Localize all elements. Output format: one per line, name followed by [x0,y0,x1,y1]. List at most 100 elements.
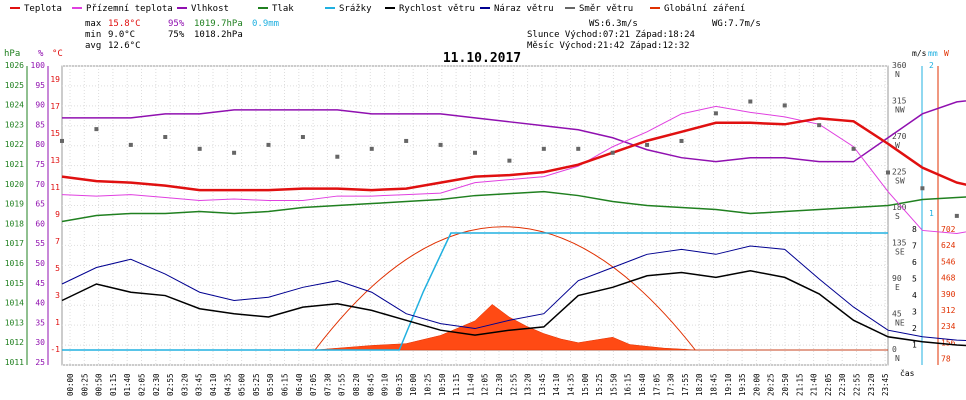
dir-tick: 45 [892,310,902,319]
stats-max-temp: 15.8°C [108,19,141,29]
stats-max-press: 1019.7hPa [194,19,243,29]
hpa-tick: 1025 [5,81,24,90]
dir-tick: 0 [892,345,897,354]
hpa-tick: 1018 [5,219,24,228]
ms-tick: 4 [912,291,917,300]
pct-tick: 65 [35,200,45,209]
right-axes: m/s mm W360N315NW270W225SW180S135SE90E45NE… [892,49,956,365]
legend-label: Náraz větru [494,4,554,14]
time-tick: 20:25 [767,373,776,396]
wind-dir-point [679,138,684,143]
legend-label: Teplota [24,4,62,14]
wind-dir-point [404,138,409,143]
wind-dir-point [128,142,133,147]
ms-tick: 1 [912,341,917,350]
w-tick: 390 [941,290,956,299]
dir-tick: 225 [892,168,907,177]
time-tick: 11:15 [452,373,461,396]
dir-tick: 360 [892,61,907,70]
dir-tick: 180 [892,203,907,212]
time-tick: 06:15 [281,373,290,396]
hpa-tick: 1012 [5,338,24,347]
stats-block: max 15.8°C 95% 1019.7hPa 0.9mm min 9.0°C… [85,19,279,51]
wind-dir-point [507,158,512,163]
time-tick: 19:10 [724,373,733,396]
time-tick: 13:45 [538,373,547,396]
time-tick: 07:05 [309,373,318,396]
dir-label: N [895,354,900,363]
wind-dir-point [713,111,718,116]
pct-tick: 85 [35,120,45,129]
dir-label: S [895,212,900,221]
stats-max-hum: 95% [168,19,185,29]
pct-tick: 55 [35,239,45,248]
time-tick: 21:15 [795,373,804,396]
stats-avg-temp: 12.6°C [108,41,141,51]
pct-tick: 25 [35,358,45,367]
time-tick: 13:20 [524,373,533,396]
dir-tick: 135 [892,239,907,248]
wind-dir-point [163,135,168,139]
temp-unit: °C [52,49,63,59]
time-tick: 22:30 [838,373,847,396]
pct-tick: 70 [35,180,45,189]
wind-dir-point [886,170,890,175]
time-tick: 10:50 [438,373,447,396]
w-unit: W [944,49,949,58]
pct-tick: 60 [35,219,45,228]
stats-max-label: max [85,19,102,29]
pct-tick: 35 [35,318,45,327]
pct-tick: 80 [35,140,45,149]
mm-unit: mm [928,49,938,58]
time-tick: 02:55 [166,373,175,396]
info-ws: WS:6.3m/s [589,19,638,29]
time-tick: 05:25 [252,373,261,396]
dir-label: W [895,141,900,150]
hpa-tick: 1024 [5,101,24,110]
series-temperature [61,117,966,192]
dir-label: E [895,283,900,292]
ms-tick: 8 [912,225,917,234]
wind-dir-point [335,154,340,159]
legend-label: Tlak [272,4,294,14]
temp-tick: -1 [50,345,60,354]
time-tick: 15:00 [581,373,590,396]
pct-tick: 50 [35,259,45,268]
wind-dir-point [266,142,271,147]
time-tick: 15:50 [609,373,618,396]
time-tick: 05:00 [238,373,247,396]
dir-label: NW [895,106,905,115]
time-unit: čas [900,368,915,378]
w-tick: 702 [941,225,956,234]
hpa-tick: 1020 [5,180,24,189]
time-tick: 17:55 [681,373,690,396]
time-tick: 15:25 [595,373,604,396]
hpa-tick: 1022 [5,140,24,149]
stats-min-label: min [85,30,101,40]
dir-tick: 90 [892,274,902,283]
time-tick: 08:20 [352,373,361,396]
ms-tick: 5 [912,275,917,284]
ms-unit: m/s [912,49,927,58]
time-tick: 22:55 [853,373,862,396]
legend: Teplota Přízemní teplota Vlhkost Tlak Srážky… [10,4,745,14]
w-tick: 546 [941,257,956,266]
time-tick: 08:45 [366,373,375,396]
time-tick: 20:50 [781,373,790,396]
hpa-unit: hPa [4,49,20,59]
time-tick: 02:30 [152,373,161,396]
temp-tick: 5 [55,264,60,273]
mm-tick: 1 [929,209,934,218]
w-tick: 78 [941,355,951,364]
w-tick: 234 [941,322,956,331]
dir-label: N [895,70,900,79]
time-tick: 10:25 [424,373,433,396]
legend-label: Globální záření [664,4,745,14]
time-tick: 04:10 [209,373,218,396]
pct-tick: 95 [35,81,45,90]
time-tick: 19:35 [738,373,747,396]
pct-tick: 90 [35,101,45,110]
pct-tick: 45 [35,279,45,288]
pct-tick: 100 [31,61,46,70]
